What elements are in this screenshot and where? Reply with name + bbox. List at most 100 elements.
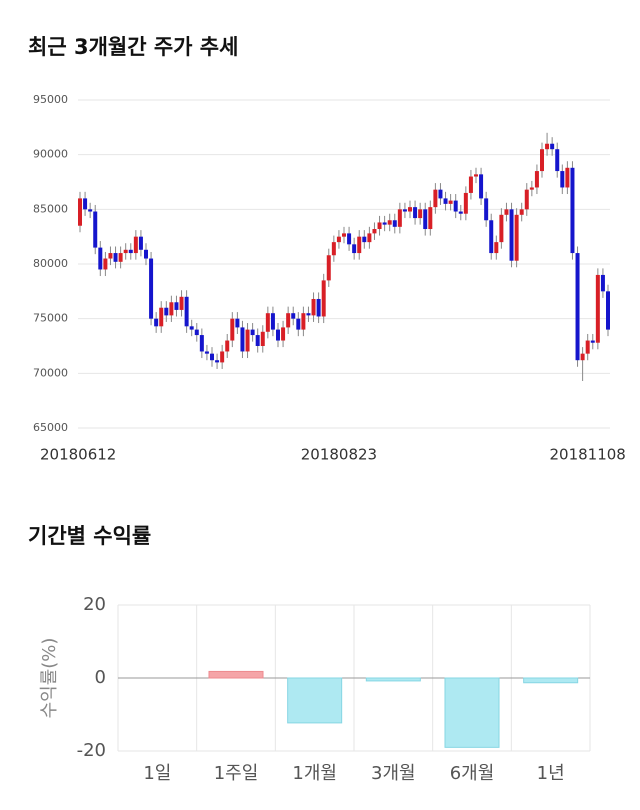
candle-body bbox=[331, 242, 336, 256]
candle-body bbox=[550, 143, 555, 150]
x-tick-label: 6개월 bbox=[450, 763, 495, 784]
candle-body bbox=[118, 253, 123, 262]
candle-body bbox=[387, 220, 392, 225]
candle-body bbox=[585, 340, 590, 354]
y-tick-label: -20 bbox=[77, 740, 106, 761]
candle-body bbox=[413, 207, 418, 219]
candle-body bbox=[311, 298, 316, 316]
candle-body bbox=[590, 340, 595, 343]
candle-body bbox=[484, 198, 489, 221]
candle-body bbox=[494, 242, 499, 254]
x-tick-label: 20181108 bbox=[550, 446, 626, 464]
candle-body bbox=[179, 296, 184, 310]
candle-body bbox=[336, 236, 341, 243]
candle-body bbox=[443, 198, 448, 204]
candle-body bbox=[199, 335, 204, 352]
candle-body bbox=[215, 360, 220, 363]
candle-body bbox=[560, 171, 565, 188]
candle-body bbox=[133, 236, 138, 254]
candle-body bbox=[316, 298, 321, 317]
candle-body bbox=[276, 329, 280, 341]
candle-body bbox=[352, 244, 357, 254]
candle-body bbox=[159, 307, 164, 327]
candle-body bbox=[514, 214, 519, 261]
candle-body bbox=[458, 211, 463, 214]
candle-body bbox=[474, 174, 478, 177]
candle-body bbox=[453, 200, 458, 212]
x-tick-label: 20180612 bbox=[40, 446, 116, 464]
x-tick-label: 3개월 bbox=[371, 763, 416, 784]
candle-body bbox=[519, 209, 524, 215]
candle-body bbox=[240, 327, 245, 352]
x-tick-label: 1주일 bbox=[214, 763, 259, 784]
candle-body bbox=[326, 255, 331, 281]
y-tick-label: 85000 bbox=[33, 202, 68, 215]
candle-body bbox=[98, 247, 103, 270]
y-tick-label: 75000 bbox=[33, 312, 68, 325]
candle-body bbox=[545, 143, 550, 150]
candle-body bbox=[260, 331, 265, 346]
y-tick-label: 70000 bbox=[33, 366, 68, 379]
candle-body bbox=[78, 198, 82, 226]
candle-body bbox=[270, 313, 275, 330]
candle-body bbox=[367, 233, 372, 243]
candle-body bbox=[88, 209, 93, 212]
bar bbox=[523, 677, 579, 684]
candle-body bbox=[220, 351, 225, 363]
y-tick-label: 20 bbox=[83, 594, 106, 615]
candle-body bbox=[128, 249, 133, 254]
candle-body bbox=[402, 209, 407, 212]
candle-body bbox=[463, 192, 468, 214]
candle-body bbox=[250, 329, 255, 336]
candle-body bbox=[504, 209, 509, 215]
candle-body bbox=[255, 335, 260, 346]
candle-body bbox=[189, 326, 194, 330]
y-axis-label: 수익률(%) bbox=[39, 638, 60, 719]
candle-body bbox=[570, 167, 575, 254]
candle-body bbox=[138, 236, 143, 250]
candle-body bbox=[357, 236, 362, 254]
candle-body bbox=[499, 214, 504, 243]
x-tick-label: 1일 bbox=[143, 763, 171, 784]
x-tick-label: 1개월 bbox=[292, 763, 337, 784]
candle-body bbox=[479, 174, 484, 199]
candle-body bbox=[555, 149, 560, 172]
candle-body bbox=[103, 258, 108, 270]
candle-body bbox=[296, 318, 301, 330]
candle-body bbox=[342, 233, 346, 237]
candle-body bbox=[397, 209, 402, 227]
x-tick-label: 1년 bbox=[537, 763, 565, 784]
candle-body bbox=[580, 353, 585, 361]
candle-body bbox=[265, 313, 270, 332]
bar bbox=[444, 677, 500, 748]
candle-body bbox=[534, 171, 539, 188]
chart-title: 최근 3개월간 주가 추세 bbox=[28, 35, 238, 59]
candle-body bbox=[540, 149, 544, 172]
candle-body bbox=[524, 189, 529, 210]
y-tick-label: 65000 bbox=[33, 421, 68, 434]
candle-body bbox=[286, 313, 291, 328]
candle-body bbox=[606, 291, 610, 330]
candle-body bbox=[595, 274, 600, 343]
candle-body bbox=[418, 209, 423, 219]
candle-body bbox=[291, 313, 296, 319]
candle-body bbox=[428, 207, 433, 230]
candle-body bbox=[408, 207, 412, 212]
candle-body bbox=[108, 253, 113, 259]
candle-body bbox=[164, 307, 169, 316]
candle-body bbox=[433, 189, 438, 208]
candle-body bbox=[321, 280, 326, 317]
candle-body bbox=[144, 249, 148, 259]
candle-body bbox=[575, 253, 580, 361]
y-tick-label: 95000 bbox=[33, 93, 68, 106]
candle-body bbox=[245, 329, 250, 352]
candle-body bbox=[235, 318, 240, 328]
bar bbox=[365, 677, 421, 682]
candle-body bbox=[194, 329, 199, 336]
candle-body bbox=[468, 176, 473, 193]
candle-body bbox=[225, 340, 230, 352]
candle-body bbox=[392, 220, 397, 227]
bar bbox=[208, 670, 264, 679]
y-tick-label: 80000 bbox=[33, 257, 68, 270]
